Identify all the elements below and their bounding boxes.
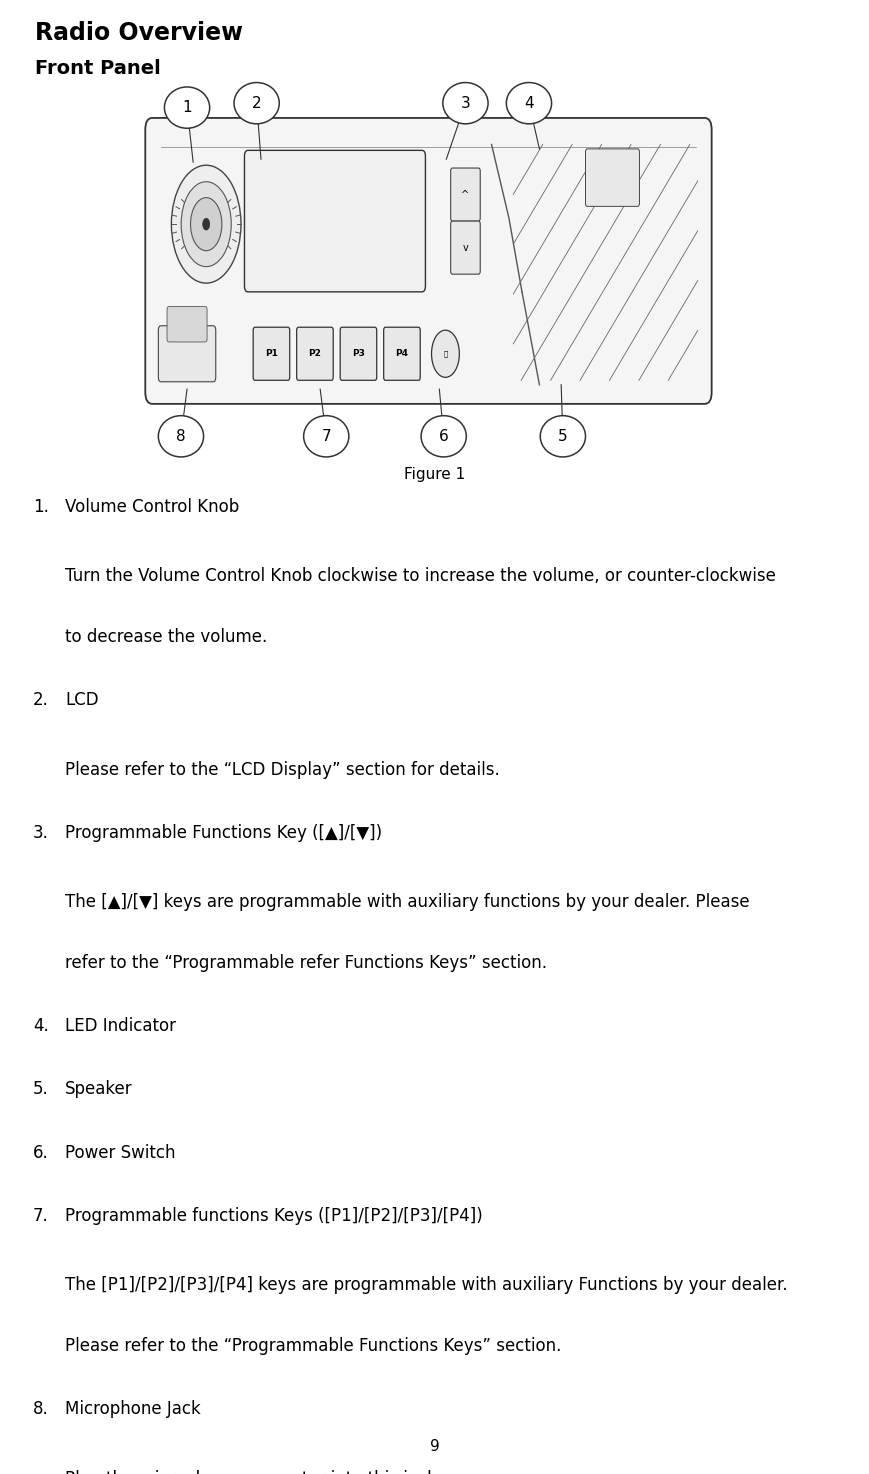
Text: Programmable Functions Key ([▲]/[▼]): Programmable Functions Key ([▲]/[▼]) xyxy=(65,824,382,842)
Text: 6: 6 xyxy=(438,429,448,444)
Text: Microphone Jack: Microphone Jack xyxy=(65,1400,201,1418)
Ellipse shape xyxy=(421,416,466,457)
Text: Plug the microphone connector into this jack.: Plug the microphone connector into this … xyxy=(65,1470,441,1474)
Text: Please refer to the “LCD Display” section for details.: Please refer to the “LCD Display” sectio… xyxy=(65,761,500,778)
Ellipse shape xyxy=(506,83,551,124)
FancyBboxPatch shape xyxy=(450,168,480,221)
Text: P1: P1 xyxy=(265,349,277,358)
Text: 1.: 1. xyxy=(33,498,49,516)
Text: 7.: 7. xyxy=(33,1207,49,1225)
Text: The [▲]/[▼] keys are programmable with auxiliary functions by your dealer. Pleas: The [▲]/[▼] keys are programmable with a… xyxy=(65,893,749,911)
FancyBboxPatch shape xyxy=(296,327,333,380)
FancyBboxPatch shape xyxy=(340,327,376,380)
Circle shape xyxy=(181,181,231,267)
Text: The [P1]/[P2]/[P3]/[P4] keys are programmable with auxiliary Functions by your d: The [P1]/[P2]/[P3]/[P4] keys are program… xyxy=(65,1276,787,1294)
FancyBboxPatch shape xyxy=(244,150,425,292)
Ellipse shape xyxy=(442,83,488,124)
Text: v: v xyxy=(462,243,468,252)
Ellipse shape xyxy=(164,87,209,128)
Text: 3: 3 xyxy=(460,96,470,111)
Circle shape xyxy=(190,198,222,251)
Text: P3: P3 xyxy=(352,349,364,358)
Text: to decrease the volume.: to decrease the volume. xyxy=(65,628,267,646)
FancyBboxPatch shape xyxy=(585,149,639,206)
Text: Figure 1: Figure 1 xyxy=(404,467,465,482)
Text: 4: 4 xyxy=(523,96,534,111)
Text: Radio Overview: Radio Overview xyxy=(35,21,242,44)
Text: 5.: 5. xyxy=(33,1080,49,1098)
Text: Power Switch: Power Switch xyxy=(65,1144,176,1162)
FancyBboxPatch shape xyxy=(450,221,480,274)
Text: Front Panel: Front Panel xyxy=(35,59,161,78)
Circle shape xyxy=(171,165,241,283)
Ellipse shape xyxy=(234,83,279,124)
Text: Speaker: Speaker xyxy=(65,1080,133,1098)
FancyBboxPatch shape xyxy=(145,118,711,404)
Text: P2: P2 xyxy=(308,349,321,358)
Text: 6.: 6. xyxy=(33,1144,49,1162)
Text: Please refer to the “Programmable Functions Keys” section.: Please refer to the “Programmable Functi… xyxy=(65,1337,561,1355)
Text: 2: 2 xyxy=(251,96,262,111)
Text: Volume Control Knob: Volume Control Knob xyxy=(65,498,239,516)
Text: 3.: 3. xyxy=(33,824,49,842)
Text: 8.: 8. xyxy=(33,1400,49,1418)
Ellipse shape xyxy=(158,416,203,457)
Text: P4: P4 xyxy=(395,349,408,358)
Circle shape xyxy=(202,218,209,230)
Text: 1: 1 xyxy=(182,100,192,115)
Text: Programmable functions Keys ([P1]/[P2]/[P3]/[P4]): Programmable functions Keys ([P1]/[P2]/[… xyxy=(65,1207,482,1225)
Text: 8: 8 xyxy=(176,429,186,444)
Text: ⏻: ⏻ xyxy=(443,351,447,357)
Text: refer to the “Programmable refer Functions Keys” section.: refer to the “Programmable refer Functio… xyxy=(65,954,547,971)
Text: LCD: LCD xyxy=(65,691,99,709)
Text: Turn the Volume Control Knob clockwise to increase the volume, or counter-clockw: Turn the Volume Control Knob clockwise t… xyxy=(65,567,775,585)
FancyBboxPatch shape xyxy=(158,326,216,382)
Circle shape xyxy=(431,330,459,377)
Ellipse shape xyxy=(303,416,348,457)
Text: LED Indicator: LED Indicator xyxy=(65,1017,176,1035)
FancyBboxPatch shape xyxy=(383,327,420,380)
Text: 9: 9 xyxy=(429,1439,440,1453)
FancyBboxPatch shape xyxy=(167,307,207,342)
Text: 7: 7 xyxy=(321,429,331,444)
Text: ^: ^ xyxy=(461,190,469,199)
Text: 5: 5 xyxy=(557,429,567,444)
Text: 2.: 2. xyxy=(33,691,49,709)
Text: 4.: 4. xyxy=(33,1017,49,1035)
Ellipse shape xyxy=(540,416,585,457)
FancyBboxPatch shape xyxy=(253,327,289,380)
